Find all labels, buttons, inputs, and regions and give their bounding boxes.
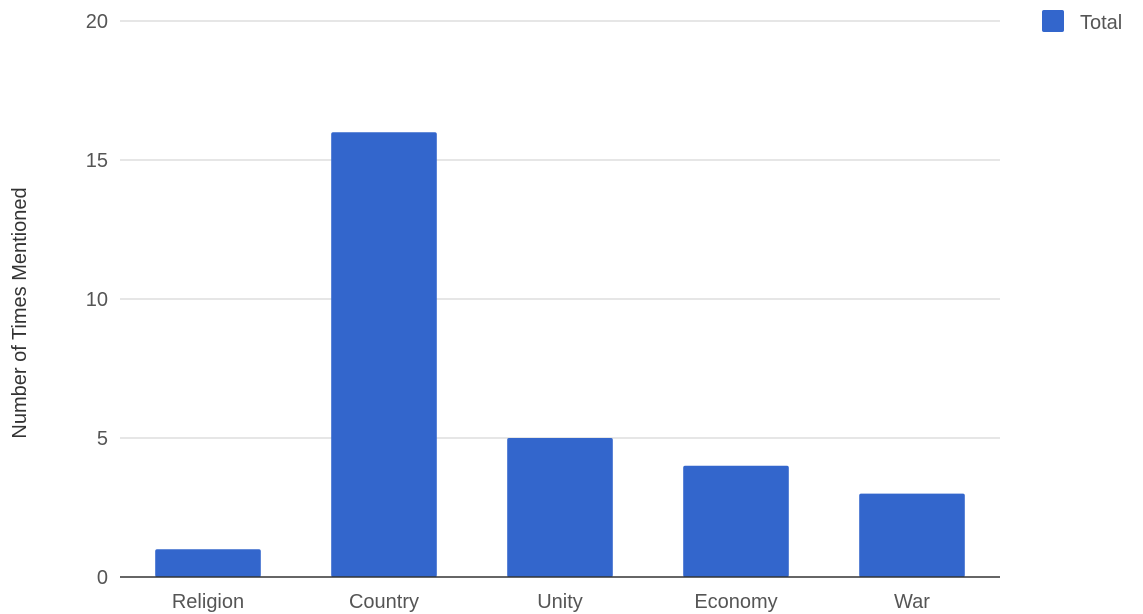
- x-tick-label-economy: Economy: [694, 591, 777, 613]
- bar-religion: [155, 549, 261, 577]
- legend-swatch-total: [1042, 10, 1064, 32]
- bar-war: [859, 493, 965, 577]
- x-tick-label-war: War: [894, 591, 930, 613]
- x-axis-tick-labels: Religion Country Unity Economy War: [172, 591, 930, 613]
- y-tick-label: 0: [97, 567, 108, 589]
- legend: Total: [1042, 10, 1122, 34]
- bar-country: [331, 132, 437, 577]
- bar-unity: [507, 438, 613, 577]
- x-tick-label-country: Country: [349, 591, 419, 613]
- bars: [155, 132, 965, 577]
- y-axis-tick-labels: 0 5 10 15 20: [86, 11, 108, 589]
- x-tick-label-religion: Religion: [172, 591, 244, 613]
- y-tick-label: 15: [86, 150, 108, 172]
- y-gridlines: [120, 20, 1000, 439]
- bar-economy: [683, 465, 789, 577]
- y-tick-label: 5: [97, 428, 108, 450]
- legend-label-total: Total: [1080, 12, 1122, 34]
- y-tick-label: 20: [86, 11, 108, 33]
- x-tick-label-unity: Unity: [537, 591, 583, 613]
- y-axis-label: Number of Times Mentioned: [9, 187, 31, 438]
- y-tick-label: 10: [86, 289, 108, 311]
